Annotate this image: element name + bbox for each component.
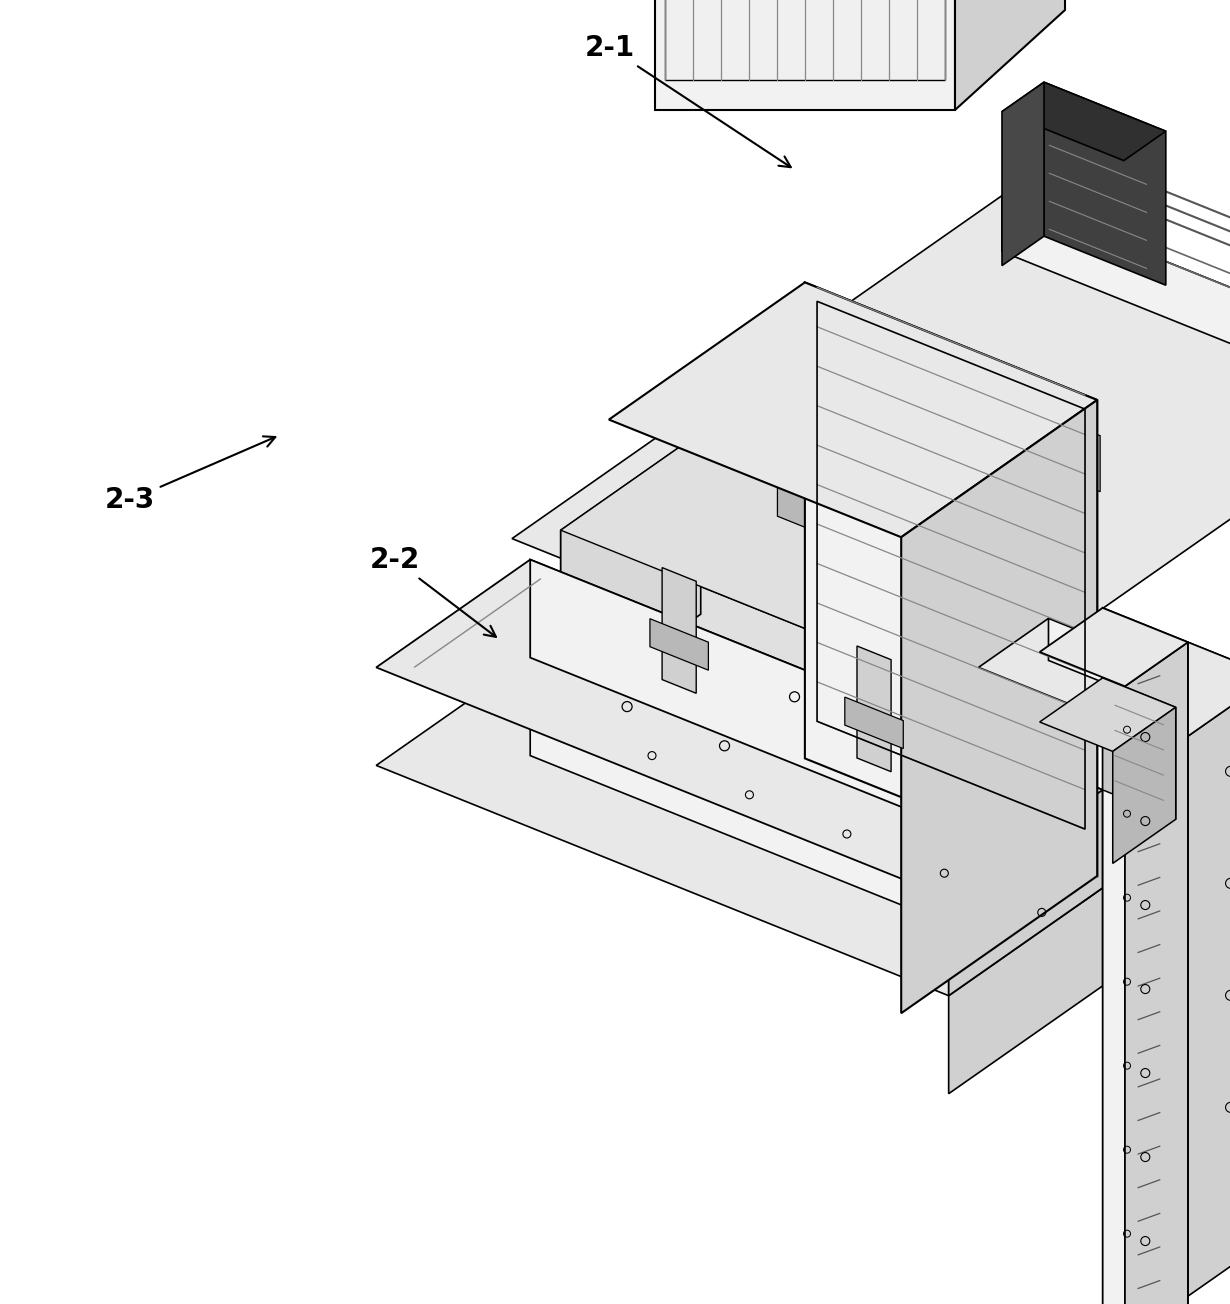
Polygon shape (530, 657, 1102, 986)
Polygon shape (561, 531, 951, 868)
Text: 2-2: 2-2 (370, 546, 496, 636)
Polygon shape (948, 790, 1102, 996)
Text: 2-3: 2-3 (105, 437, 276, 514)
Polygon shape (376, 559, 1102, 897)
Polygon shape (1113, 707, 1176, 863)
Polygon shape (665, 0, 945, 80)
Polygon shape (1188, 642, 1230, 1236)
Polygon shape (1102, 608, 1188, 1304)
Polygon shape (530, 559, 1102, 888)
Polygon shape (899, 509, 961, 589)
Polygon shape (561, 432, 701, 712)
Polygon shape (649, 618, 708, 670)
Polygon shape (979, 618, 1146, 707)
Polygon shape (1125, 642, 1188, 1304)
Polygon shape (572, 682, 621, 702)
Polygon shape (902, 400, 1097, 1013)
Polygon shape (1002, 82, 1044, 266)
Polygon shape (609, 283, 1097, 537)
Polygon shape (701, 432, 1091, 771)
Polygon shape (376, 657, 1102, 996)
Polygon shape (1075, 893, 1096, 908)
Polygon shape (954, 0, 1065, 110)
Polygon shape (1044, 82, 1166, 286)
Polygon shape (918, 363, 978, 442)
Polygon shape (1039, 678, 1176, 751)
Polygon shape (600, 702, 621, 716)
Polygon shape (1161, 677, 1230, 1304)
Polygon shape (1002, 82, 1166, 160)
Polygon shape (662, 567, 696, 694)
Polygon shape (512, 196, 1230, 715)
Polygon shape (845, 698, 903, 748)
Polygon shape (1039, 411, 1100, 492)
Polygon shape (1039, 608, 1188, 686)
Polygon shape (777, 460, 839, 541)
Polygon shape (804, 283, 1097, 876)
Text: 2-1: 2-1 (585, 34, 791, 167)
Polygon shape (948, 888, 1102, 1094)
Polygon shape (1047, 874, 1096, 893)
Polygon shape (1002, 196, 1230, 428)
Polygon shape (857, 645, 891, 772)
Polygon shape (1076, 642, 1230, 755)
Polygon shape (561, 432, 1091, 687)
Polygon shape (1102, 678, 1176, 819)
Polygon shape (656, 0, 954, 110)
Polygon shape (1048, 618, 1146, 700)
Polygon shape (561, 614, 1091, 868)
